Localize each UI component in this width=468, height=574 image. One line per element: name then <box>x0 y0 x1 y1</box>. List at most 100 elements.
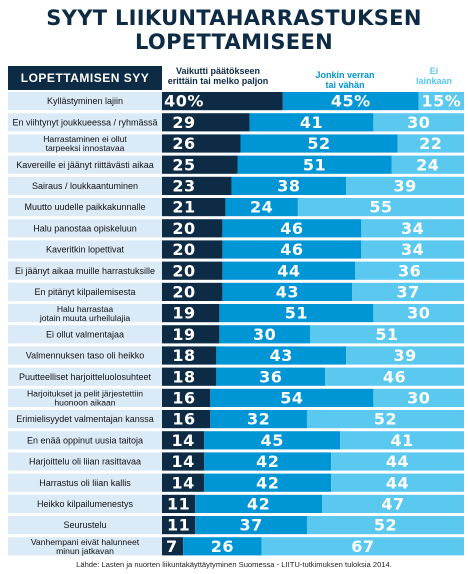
data-label: 54 <box>280 389 303 408</box>
legend-entry-ei-lainkaan-line-2: lainkaan <box>415 76 453 86</box>
category-label: Vanhempani eivät halunneet <box>31 537 140 547</box>
category-label: Seurustelu <box>63 520 106 530</box>
data-label: 26 <box>172 134 195 153</box>
data-label: 20 <box>172 283 195 302</box>
data-label: 45 <box>261 431 284 450</box>
data-label: 43 <box>270 346 293 365</box>
data-label: 7 <box>166 537 178 556</box>
data-label: 11 <box>167 516 190 535</box>
data-label: 29 <box>172 113 195 132</box>
bar-segment <box>195 516 307 535</box>
data-label: 43 <box>276 283 299 302</box>
bar-segment <box>162 346 217 365</box>
bar-segment <box>162 304 220 323</box>
data-label: 47 <box>381 495 404 514</box>
category-label-background <box>8 134 162 153</box>
category-label: Kaveritkin lopettivat <box>46 245 125 255</box>
legend-entry-paljon-line-1: Vaikutti päätökseen <box>175 66 261 76</box>
category-label-background <box>8 92 162 111</box>
category-label: Ei jäänyt aikaa muille harrastuksille <box>15 266 155 276</box>
bar-segment <box>183 537 262 556</box>
bar-segment <box>210 410 307 429</box>
data-label: 30 <box>407 304 430 323</box>
bar-segment <box>361 240 464 259</box>
data-label: 22 <box>419 134 442 153</box>
data-label: 34 <box>401 219 424 238</box>
bar-segment <box>162 134 241 153</box>
data-label: 14 <box>172 452 195 471</box>
data-label: 44 <box>386 452 409 471</box>
data-label: 36 <box>259 367 282 386</box>
category-label: Valmennuksen taso oli heikko <box>26 351 144 361</box>
bar-segment <box>162 388 211 407</box>
chart-title: SYYT LIIKUNTAHARRASTUKSEN LOPETTAMISEEN <box>0 6 468 54</box>
bar-segment <box>309 325 464 344</box>
data-label: 37 <box>396 283 419 302</box>
category-label-background <box>8 346 162 365</box>
category-label: jotain muuta urheilulajia <box>39 313 131 323</box>
bar-segment <box>162 473 205 492</box>
data-label: 30 <box>407 113 430 132</box>
bar-segment <box>340 431 464 450</box>
chart-title-line-2: LOPETTAMISEEN <box>135 30 333 54</box>
data-label: 52 <box>307 134 330 153</box>
data-label: 16 <box>172 389 195 408</box>
bar-segment <box>373 388 464 407</box>
legend-entry-jonkin-verran-line-1: Jonkin verran <box>315 70 375 80</box>
data-label: 42 <box>256 473 279 492</box>
data-label: 67 <box>351 537 374 556</box>
data-label: 52 <box>374 410 397 429</box>
bar-segment <box>355 261 464 280</box>
data-label: 14 <box>172 473 195 492</box>
category-label-background <box>8 176 162 195</box>
data-label: 46 <box>280 240 303 259</box>
bar-segment <box>391 155 464 174</box>
data-label: 46 <box>280 219 303 238</box>
category-label: Harrastaminen ei ollut <box>43 134 127 144</box>
category-label: En enää oppinut uusia taitoja <box>27 435 143 445</box>
category-label-background <box>8 219 162 238</box>
category-header: LOPETTAMISEN SYY <box>20 71 150 85</box>
bar-segment <box>240 134 398 153</box>
category-label: Kavereille ei jäänyt riittävästi aikaa <box>16 160 154 170</box>
data-label: 38 <box>277 177 300 196</box>
data-label: 51 <box>375 325 398 344</box>
category-label: huonoon aikaan <box>54 398 115 408</box>
bar-segment <box>162 537 184 556</box>
bar-segment <box>162 516 196 535</box>
data-label: 11 <box>167 495 190 514</box>
bar-segment <box>162 261 223 280</box>
data-label: 14 <box>172 431 195 450</box>
category-label: En pitänyt kilpailemisesta <box>34 287 135 297</box>
bar-segment <box>225 198 298 217</box>
category-label-background <box>8 516 162 535</box>
data-label: 20 <box>172 261 195 280</box>
data-label: 32 <box>247 410 270 429</box>
bar-segment <box>352 282 464 301</box>
bar-segment <box>222 240 362 259</box>
category-label-background <box>8 198 162 217</box>
data-label: 39 <box>393 346 416 365</box>
bar-segment <box>162 452 205 471</box>
category-label-background <box>8 410 162 429</box>
bar-segment <box>219 325 310 344</box>
category-label-background <box>8 240 162 259</box>
bar-segment <box>297 198 464 217</box>
data-label: 21 <box>172 198 195 217</box>
data-label: 40% <box>164 92 204 111</box>
category-label-background <box>8 367 162 386</box>
bar-segment <box>373 113 464 132</box>
category-label: Puutteelliset harjoitteluolosuhteet <box>19 372 152 382</box>
bar-segment <box>162 282 223 301</box>
bar-segment <box>325 367 464 386</box>
bar-segment <box>222 261 356 280</box>
data-label: 37 <box>239 516 262 535</box>
category-label-background <box>8 304 162 323</box>
bar-segment <box>331 473 464 492</box>
category-label: Ei ollut valmentajaa <box>46 329 124 339</box>
bar-segment <box>210 388 374 407</box>
bar-segment <box>249 113 374 132</box>
category-label: Erimielisyydet valmentajan kanssa <box>16 414 154 424</box>
bar-segment <box>204 473 332 492</box>
data-label: 15% <box>421 92 461 111</box>
